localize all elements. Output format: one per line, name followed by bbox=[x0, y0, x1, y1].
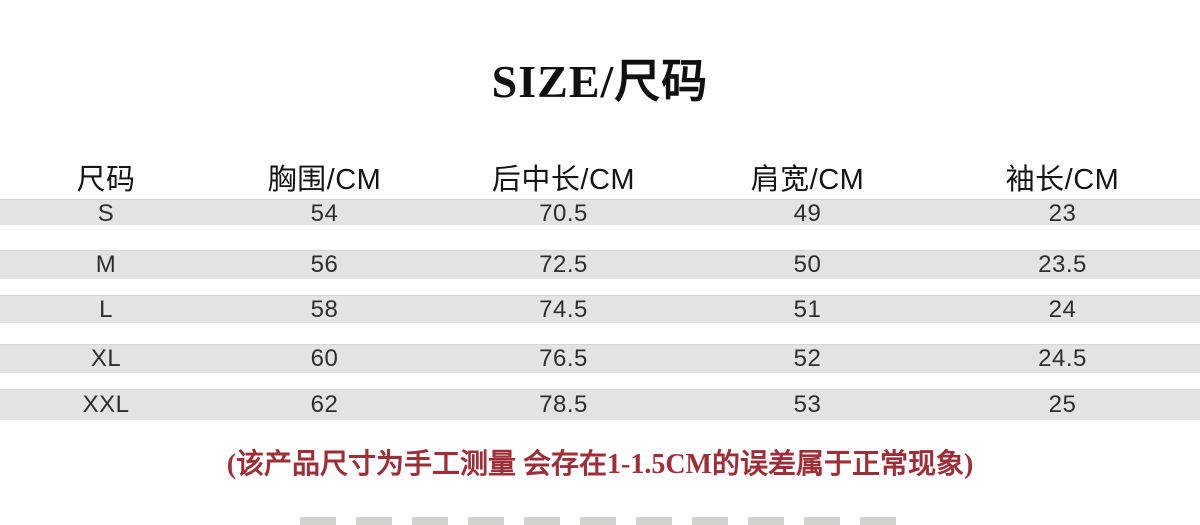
sleeve-value: 25 bbox=[1048, 391, 1077, 418]
header-cell-sleeve: 袖长/CM bbox=[1005, 164, 1120, 196]
chest-value: 54 bbox=[310, 200, 339, 227]
back-length-value: 76.5 bbox=[539, 345, 588, 372]
sleeve-value: 23.5 bbox=[1038, 251, 1087, 278]
header-cell-back-length: 后中长/CM bbox=[491, 164, 636, 196]
measurement-note: (该产品尺寸为手工测量 会存在1-1.5CM的误差属于正常现象) bbox=[226, 449, 974, 480]
shoulder-value: 49 bbox=[793, 200, 822, 227]
table-header-row: 尺码 胸围/CM 后中长/CM 肩宽/CM 袖长/CM bbox=[0, 156, 1200, 196]
size-label: L bbox=[99, 296, 113, 323]
sleeve-value: 24 bbox=[1048, 296, 1077, 323]
chest-value: 56 bbox=[310, 251, 339, 278]
table-row: L 58 74.5 51 24 bbox=[0, 295, 1200, 323]
back-length-value: 72.5 bbox=[539, 251, 588, 278]
table-row: S 54 70.5 49 23 bbox=[0, 199, 1200, 227]
page-title: SIZE/尺码 bbox=[491, 56, 709, 107]
size-label: S bbox=[97, 200, 115, 227]
shoulder-value: 51 bbox=[793, 296, 822, 323]
size-label: M bbox=[95, 251, 117, 278]
table-row: XL 60 76.5 52 24.5 bbox=[0, 344, 1200, 373]
sleeve-value: 24.5 bbox=[1038, 345, 1087, 372]
shoulder-value: 52 bbox=[793, 345, 822, 372]
chest-value: 62 bbox=[310, 391, 339, 418]
size-label: XXL bbox=[82, 391, 130, 418]
header-cell-size: 尺码 bbox=[76, 164, 136, 196]
header-cell-chest: 胸围/CM bbox=[267, 164, 382, 196]
size-label: XL bbox=[90, 345, 122, 372]
chest-value: 58 bbox=[310, 296, 339, 323]
shoulder-value: 50 bbox=[793, 251, 822, 278]
chest-value: 60 bbox=[310, 345, 339, 372]
header-cell-shoulder: 肩宽/CM bbox=[750, 164, 865, 196]
table-row: XXL 62 78.5 53 25 bbox=[0, 389, 1200, 420]
back-length-value: 70.5 bbox=[539, 200, 588, 227]
sleeve-value: 23 bbox=[1048, 200, 1077, 227]
back-length-value: 74.5 bbox=[539, 296, 588, 323]
cropped-text-artifact bbox=[300, 517, 908, 525]
table-row: M 56 72.5 50 23.5 bbox=[0, 250, 1200, 279]
back-length-value: 78.5 bbox=[539, 391, 588, 418]
shoulder-value: 53 bbox=[793, 391, 822, 418]
